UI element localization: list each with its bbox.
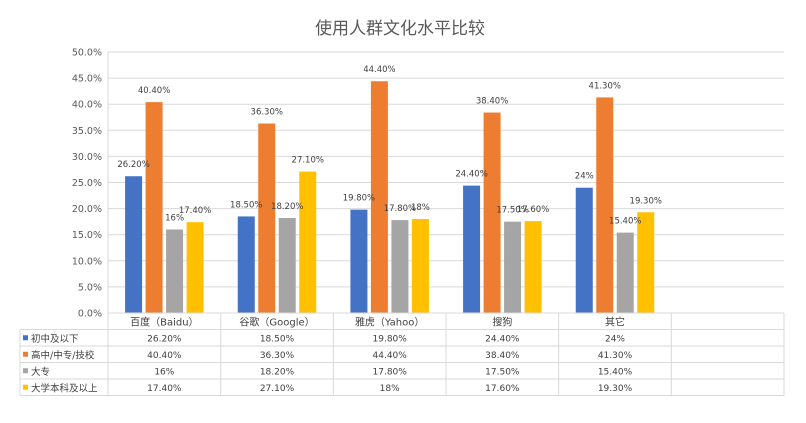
data-label: 18%	[411, 203, 430, 213]
data-label: 18.20%	[271, 202, 303, 212]
table-cell: 24.40%	[485, 334, 520, 344]
table-cell: 18%	[380, 384, 400, 394]
bar	[463, 185, 481, 313]
data-label: 17.50%	[496, 206, 528, 216]
data-label: 19.30%	[630, 196, 662, 206]
chart-title: 使用人群文化水平比较	[315, 18, 485, 39]
bar	[504, 221, 522, 313]
category-label: 其它	[605, 315, 625, 328]
table-cell: 15.40%	[598, 367, 633, 377]
legend-label: 大专	[31, 366, 50, 378]
bar	[350, 209, 368, 313]
bar	[278, 217, 296, 313]
bar	[125, 176, 143, 313]
data-label: 17.40%	[179, 206, 211, 216]
y-tick-label: 20.0%	[72, 204, 102, 215]
bar	[483, 112, 501, 313]
bar	[575, 187, 593, 313]
data-label: 19.80%	[343, 194, 375, 204]
legend-label: 初中及以下	[31, 333, 79, 345]
table-cell: 38.40%	[485, 351, 520, 361]
bar	[524, 221, 542, 313]
data-label: 26.20%	[117, 160, 149, 170]
category-label: 搜狗	[492, 315, 512, 328]
y-tick-label: 50.0%	[72, 48, 102, 59]
y-tick-label: 40.0%	[72, 100, 102, 111]
data-label: 44.40%	[363, 65, 395, 75]
category-label: 谷歌（Google）	[239, 315, 314, 328]
data-label: 15.40%	[609, 217, 641, 227]
bar	[596, 97, 614, 313]
bar	[391, 220, 409, 313]
bar	[299, 171, 317, 313]
table-cell: 24%	[605, 334, 625, 344]
data-label: 40.40%	[138, 86, 170, 96]
y-tick-label: 0.0%	[78, 309, 102, 320]
bar	[186, 222, 204, 313]
bars	[125, 81, 655, 314]
data-label: 24.40%	[455, 170, 487, 180]
legend-key	[23, 368, 28, 374]
bar	[237, 216, 255, 313]
data-label: 38.40%	[476, 97, 508, 107]
data-label: 18.50%	[230, 200, 262, 210]
table-cell: 19.30%	[598, 384, 633, 394]
table-cell: 19.80%	[373, 334, 408, 344]
table-cell: 17.40%	[147, 384, 182, 394]
y-tick-label: 30.0%	[72, 152, 102, 163]
gridlines	[107, 51, 784, 314]
table-cell: 16%	[154, 367, 174, 377]
y-tick-label: 35.0%	[72, 126, 102, 137]
data-labels: 26.20% 40.40% 16%17.40% 18.50% 36.30% 18.20% 2…	[117, 65, 662, 226]
y-tick-label: 5.0%	[78, 282, 102, 293]
data-label: 24%	[575, 172, 594, 182]
legend-key	[23, 351, 28, 357]
legend-key	[23, 384, 28, 390]
data-label: 17.60%	[517, 205, 549, 215]
category-label: 雅虎（Yahoo）	[355, 315, 424, 328]
table-cell: 17.60%	[485, 384, 520, 394]
data-label: 16%	[165, 213, 184, 223]
table-cell: 18.50%	[260, 334, 295, 344]
category-label: 百度（Baidu）	[130, 315, 198, 328]
table-cell: 17.50%	[485, 367, 520, 377]
legend-label: 大学本科及以上	[31, 382, 98, 394]
table-cell: 18.20%	[260, 367, 295, 377]
bar	[370, 81, 388, 314]
data-label: 36.30%	[251, 108, 283, 118]
table-cell: 44.40%	[373, 351, 408, 361]
table-cell: 26.20%	[147, 334, 182, 344]
y-tick-label: 45.0%	[72, 74, 102, 85]
y-tick-label: 25.0%	[72, 178, 102, 189]
table-cell: 27.10%	[260, 384, 295, 394]
legend-label: 高中/中专/技校	[31, 349, 95, 361]
data-label: 41.30%	[589, 81, 621, 91]
bar	[145, 102, 163, 313]
data-label: 27.10%	[292, 156, 324, 166]
data-label: 17.80%	[384, 204, 416, 214]
table-cell: 41.30%	[598, 351, 633, 361]
legend-key	[23, 335, 28, 341]
table-cell: 17.80%	[373, 367, 408, 377]
table-cell: 36.30%	[260, 351, 295, 361]
table-cell: 40.40%	[147, 351, 182, 361]
bar	[258, 123, 276, 313]
y-axis-ticks: 0.0% 5.0% 10.0% 15.0% 20.0% 25.0% 30.0% 35.0% 40…	[72, 48, 102, 320]
bar	[637, 212, 655, 313]
bar	[166, 229, 184, 313]
bar	[616, 232, 634, 313]
bar	[411, 219, 429, 313]
y-tick-label: 10.0%	[72, 256, 102, 267]
y-tick-label: 15.0%	[72, 230, 102, 241]
